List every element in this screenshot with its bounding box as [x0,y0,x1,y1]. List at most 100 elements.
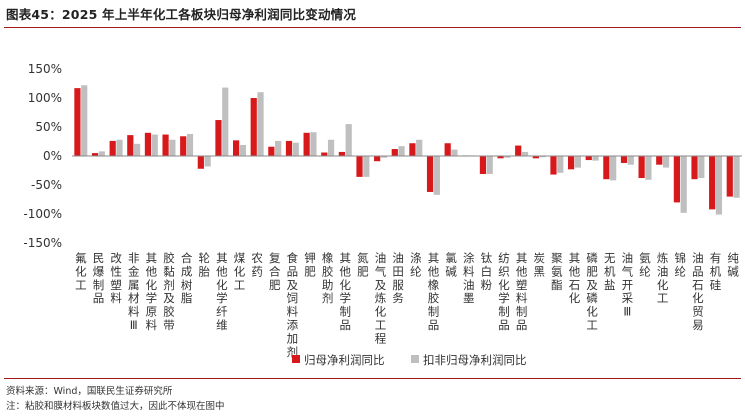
bar-series-2-10 [257,92,264,156]
bar-series-2-6 [186,133,194,156]
figure-title: 图表45：2025 年上半年化工各板块归母净利润同比变动情况 [6,7,357,22]
bar-series-1-29 [585,156,592,161]
bar-series-1-28 [568,156,575,170]
bar-series-2-36 [715,156,723,215]
category-label: 氮肥 [357,251,369,278]
bar-series-2-12 [292,142,299,156]
y-tick-label: 50% [35,120,62,134]
bar-series-2-15 [345,124,352,156]
category-label: 油品石化贸易 [692,251,704,332]
bar-series-1-34 [673,156,680,203]
bar-series-2-21 [451,149,458,156]
bar-series-2-4 [151,134,158,156]
y-tick-label: -100% [23,207,62,221]
bar-series-2-8 [222,87,229,156]
category-label: 纺织化学制品 [498,251,510,332]
bar-series-2-13 [310,132,317,156]
bar-series-1-10 [250,98,257,156]
bar-series-2-26 [539,156,546,158]
bar-series-1-1 [91,153,99,156]
y-tick-label: 150% [28,62,62,76]
category-label: 食品及饲料添加剂 [287,251,299,359]
category-label: 氨纶 [639,251,651,278]
bottom-rule [4,378,741,379]
bar-series-1-27 [550,156,557,175]
bar-series-1-24 [497,156,504,159]
category-label: 其他橡胶制品 [428,251,440,332]
category-label: 有机硅 [710,251,722,292]
bar-series-2-2 [116,139,123,156]
bar-series-2-7 [204,156,211,167]
category-label: 其他化学制品 [340,251,352,332]
bar-series-2-14 [327,139,335,156]
bar-series-1-32 [638,156,645,179]
bar-series-2-33 [662,156,670,168]
category-label: 涂料油墨 [463,251,475,305]
bar-series-2-30 [610,156,617,181]
bar-series-1-0 [74,88,81,156]
bar-series-1-17 [374,156,381,162]
bar-series-1-14 [321,152,328,156]
category-label: 合成树脂 [181,251,193,305]
bar-series-2-28 [574,156,581,168]
bar-series-1-35 [691,156,698,180]
category-label: 油气开采 Ⅲ [622,251,634,319]
bar-series-1-20 [426,156,434,192]
bar-series-2-0 [81,85,88,156]
bar-series-1-7 [197,156,204,169]
category-label: 炼油化工 [657,251,669,305]
bar-series-2-24 [504,156,511,158]
y-tick-label: 100% [28,91,62,105]
bar-series-1-21 [444,143,451,156]
bar-series-1-13 [303,132,310,156]
category-label: 氟化工 [75,251,87,292]
bar-series-2-35 [698,156,705,179]
bar-series [74,85,740,215]
bar-series-2-32 [645,156,652,180]
bar-series-1-25 [515,145,522,156]
bar-series-2-25 [521,151,529,156]
category-label: 油田服务 [392,251,404,305]
category-label: 钾肥 [304,251,316,278]
bar-series-2-31 [627,156,634,165]
bar-series-1-3 [127,135,134,156]
bar-series-2-20 [433,156,440,195]
bar-series-1-36 [709,156,716,210]
bar-chart: -150% -100% -50% 0% 50% 100% 150% 氟化工民爆制品改性塑料非… [23,62,742,367]
bar-series-2-3 [134,143,141,156]
bar-series-2-37 [733,156,740,198]
legend-swatch-series-1 [292,355,300,363]
bar-series-2-23 [486,156,493,174]
bar-series-1-23 [479,156,487,174]
category-label: 纯碱 [727,251,739,278]
category-label: 聚氨酯 [551,251,563,292]
top-rule [4,27,741,28]
category-label: 橡胶助剂 [322,251,334,305]
y-axis: -150% -100% -50% 0% 50% 100% 150% [23,62,62,250]
bar-series-1-37 [726,156,733,197]
category-label: 氯碱 [445,251,457,278]
bar-series-2-11 [275,140,282,156]
category-label: 非金属材料 Ⅲ [128,251,140,332]
category-label: 其他石化 [569,251,581,305]
category-label: 磷肥及磷化工 [586,251,598,332]
category-label: 其他化学原料 [146,251,158,332]
category-label: 改性塑料 [110,251,122,305]
legend-label-series-1: 归母净利润同比 [304,353,385,367]
bar-series-1-12 [285,140,293,156]
category-label: 其他化学纤维 [216,251,228,332]
bar-series-1-4 [144,132,152,156]
y-tick-label: 0% [43,149,62,163]
category-label: 锦纶 [675,251,687,278]
category-label: 炭黑 [533,251,545,278]
category-label: 民爆制品 [93,251,105,305]
bar-series-1-19 [409,143,416,156]
bar-series-2-9 [239,144,246,156]
bar-series-1-30 [603,156,610,180]
category-label: 复合肥 [269,251,281,292]
bar-series-1-16 [356,156,363,177]
bar-series-1-11 [268,146,275,156]
category-label: 胶黏剂及胶带 [163,251,175,332]
category-label: 农药 [251,251,263,278]
